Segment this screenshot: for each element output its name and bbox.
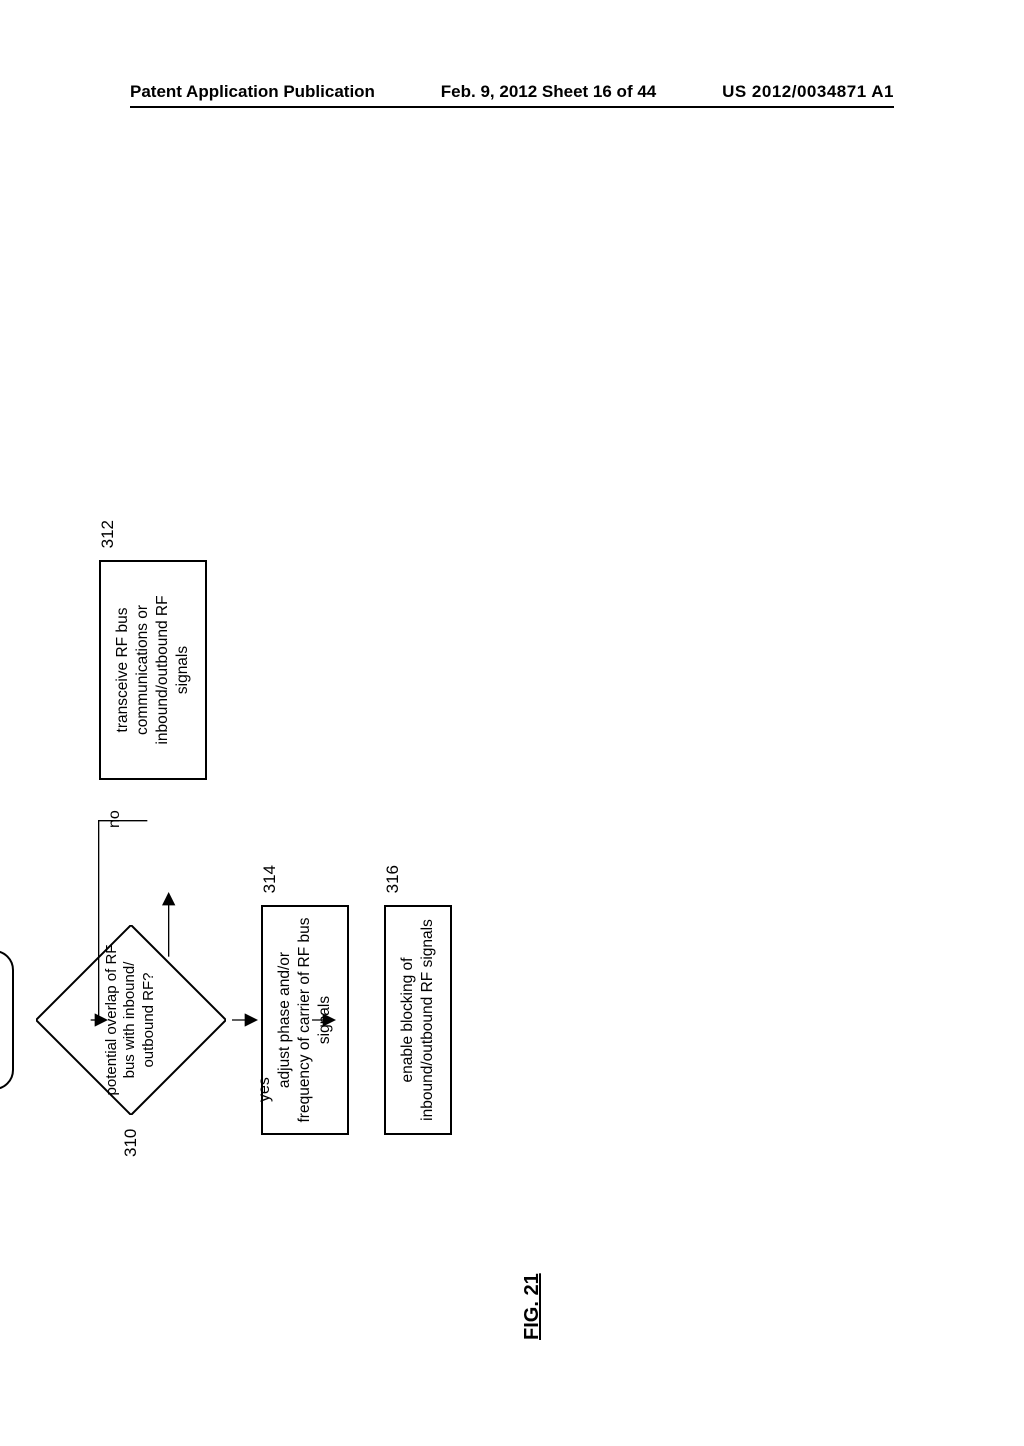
flowchart-decision: 310 potential overlap of RF bus with inb… — [36, 925, 226, 1115]
flowchart-step-316: 316 enable blocking of inbound/outbound … — [384, 905, 452, 1135]
step-id: 312 — [97, 520, 119, 548]
header-right: US 2012/0034871 A1 — [722, 82, 894, 102]
no-label: no — [106, 810, 124, 828]
decision-id: 310 — [121, 1129, 141, 1157]
step-text: enable blocking of inbound/outbound RF s… — [399, 919, 436, 1121]
figure-area: ••• inbound RF signal slot 300 RF bus in… — [0, 700, 800, 1340]
flowchart-step-314: 314 adjust phase and/or frequency of car… — [261, 905, 349, 1135]
flowchart-step-312: 312 transceive RF bus communications or … — [99, 560, 208, 780]
step-text: transceive RF bus communications or inbo… — [114, 595, 191, 744]
header-center: Feb. 9, 2012 Sheet 16 of 44 — [441, 82, 656, 102]
step-text: adjust phase and/or frequency of carrier… — [276, 917, 333, 1122]
header-left: Patent Application Publication — [130, 82, 375, 102]
decision-text: potential overlap of RF bus with inbound… — [102, 940, 158, 1100]
fig21-label: FIG. 21 — [521, 1273, 544, 1340]
fig21-flowchart: start 310 potential overlap of RF bus wi… — [0, 700, 514, 1340]
header-rule — [130, 106, 894, 108]
flowchart-start: start — [0, 950, 14, 1090]
yes-label: yes — [256, 1077, 274, 1102]
step-id: 314 — [259, 865, 281, 893]
page-header: Patent Application Publication Feb. 9, 2… — [0, 82, 1024, 102]
start-text: start — [0, 1003, 4, 1036]
step-id: 316 — [382, 865, 404, 893]
